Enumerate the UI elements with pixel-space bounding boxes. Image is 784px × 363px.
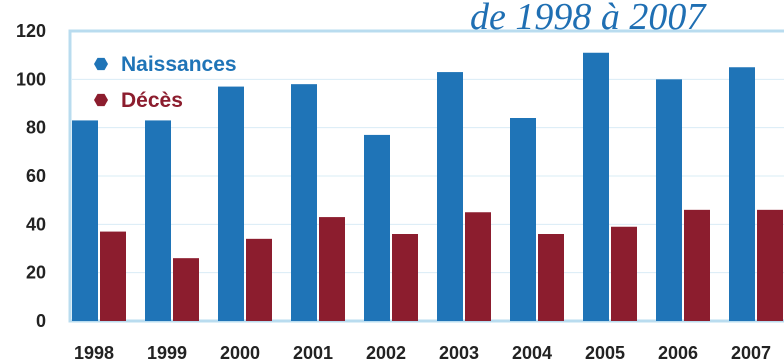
- bar-deces: [538, 234, 564, 321]
- x-tick-label: 2005: [585, 343, 625, 363]
- bar-deces: [465, 212, 491, 321]
- chart-title: de 1998 à 2007: [470, 0, 707, 38]
- x-tick-label: 2000: [220, 343, 260, 363]
- bar-naissances: [364, 134, 390, 321]
- bar-deces: [611, 226, 637, 321]
- bar-naissances: [437, 72, 463, 321]
- y-tick-label: 40: [26, 214, 46, 234]
- legend-marker-icon: [94, 57, 108, 71]
- x-tick-label: 2003: [439, 343, 479, 363]
- y-tick-label: 80: [26, 118, 46, 138]
- bar-deces: [392, 234, 418, 321]
- x-tick-label: 2002: [366, 343, 406, 363]
- legend-marker-icon: [94, 93, 108, 107]
- bar-deces: [173, 258, 199, 321]
- bar-deces: [684, 209, 710, 321]
- bar-naissances: [291, 84, 317, 322]
- bar-naissances: [656, 79, 682, 321]
- bar-deces: [100, 231, 126, 321]
- y-tick-label: 100: [16, 69, 46, 89]
- legend-label: Naissances: [121, 53, 237, 76]
- bar-naissances: [583, 52, 609, 321]
- x-tick-label: 1999: [147, 343, 187, 363]
- bar-naissances: [72, 120, 98, 322]
- x-tick-label: 2004: [512, 343, 552, 363]
- y-tick-label: 120: [16, 21, 46, 41]
- legend-label: Décès: [121, 89, 183, 112]
- x-tick-label: 2001: [293, 343, 333, 363]
- bar-naissances: [145, 120, 171, 322]
- x-tick-label: 2006: [658, 343, 698, 363]
- y-tick-label: 20: [26, 263, 46, 283]
- bar-naissances: [729, 67, 755, 321]
- x-tick-label: 1998: [74, 343, 114, 363]
- bar-deces: [757, 209, 783, 321]
- x-tick-label: 2007: [731, 343, 771, 363]
- bar-deces: [319, 217, 345, 321]
- plot-frame: [68, 29, 784, 323]
- bar-naissances: [510, 118, 536, 321]
- y-tick-label: 0: [36, 311, 46, 331]
- bar-deces: [246, 238, 272, 321]
- bar-naissances: [218, 86, 244, 321]
- y-tick-label: 60: [26, 166, 46, 186]
